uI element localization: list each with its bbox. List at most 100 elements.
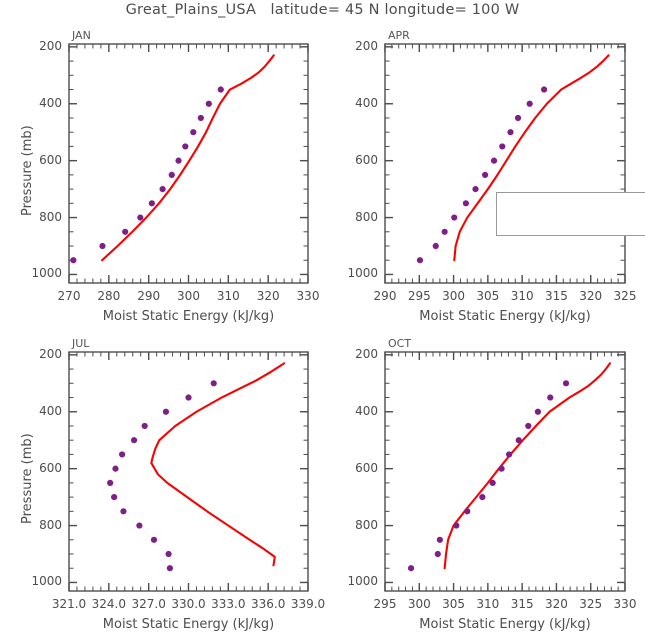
series-line-jul <box>150 362 286 567</box>
series-marker-jul <box>210 380 217 387</box>
x-tick-label: 315 <box>510 597 534 611</box>
x-tick-label: 320 <box>579 289 603 303</box>
series-marker-oct <box>534 408 542 415</box>
series-marker-jan <box>137 214 144 221</box>
series-marker-jan <box>205 100 212 107</box>
series-marker-apr <box>507 129 514 136</box>
x-tick-label: 327.0 <box>131 597 166 611</box>
series-marker-apr <box>499 143 506 150</box>
x-tick-label: 336.0 <box>250 597 286 611</box>
series-marker-apr <box>472 186 479 193</box>
x-tick-label: 295 <box>407 289 431 303</box>
series-marker-jul <box>111 494 118 501</box>
panel-title-apr: APR <box>388 29 410 42</box>
series-marker-apr <box>416 257 424 264</box>
series-line-jan <box>101 54 275 262</box>
x-tick-label: 305 <box>476 289 500 303</box>
series-marker-apr <box>482 171 489 178</box>
series-marker-oct <box>525 422 532 430</box>
series-marker-jan <box>99 242 106 250</box>
x-axis-title: Moist Static Energy (kJ/kg) <box>419 617 591 632</box>
y-tick-label: 400 <box>355 403 378 418</box>
x-tick-label: 339.0 <box>290 597 326 611</box>
y-tick-label: 400 <box>39 403 62 418</box>
x-axis-title: Moist Static Energy (kJ/kg) <box>102 309 275 324</box>
x-tick-label: 300 <box>177 289 200 303</box>
series-marker-apr <box>462 200 470 207</box>
series-marker-oct <box>453 522 460 529</box>
series-marker-apr <box>514 114 522 122</box>
y-tick-label: 600 <box>355 152 378 167</box>
panel-title-oct: OCT <box>388 337 412 350</box>
x-tick-label: 330 <box>296 289 320 303</box>
x-tick-label: 325 <box>579 597 603 611</box>
x-tick-label: 330.0 <box>171 597 206 611</box>
panel-title-jan: JAN <box>72 29 91 42</box>
series-marker-apr <box>540 86 548 93</box>
x-axis-title: Moist Static Energy (kJ/kg) <box>102 617 275 632</box>
x-tick-label: 305 <box>442 597 466 611</box>
series-marker-apr <box>451 214 458 221</box>
series-marker-jan <box>182 143 189 150</box>
series-marker-jan <box>148 200 155 207</box>
series-marker-jul <box>112 465 119 472</box>
series-marker-oct <box>464 508 471 515</box>
series-marker-jul <box>150 536 158 543</box>
y-tick-label: 400 <box>355 95 378 110</box>
series-marker-oct <box>547 394 554 401</box>
series-marker-oct <box>506 451 513 458</box>
series-marker-jan <box>197 114 204 122</box>
y-tick-label: 600 <box>39 460 62 475</box>
series-marker-jul <box>107 479 114 486</box>
y-tick-label: 600 <box>39 152 62 167</box>
x-axis-title: Moist Static Energy (kJ/kg) <box>419 309 591 324</box>
series-marker-jul <box>141 422 148 430</box>
series-marker-jan <box>190 129 197 136</box>
y-tick-label: 600 <box>355 460 378 475</box>
series-marker-oct <box>562 380 570 387</box>
y-tick-label: 200 <box>39 38 62 53</box>
series-line-oct <box>443 362 611 570</box>
series-marker-jul <box>120 508 127 515</box>
x-tick-label: 280 <box>97 289 121 303</box>
y-tick-label: 200 <box>355 38 378 53</box>
x-tick-label: 300 <box>442 289 466 303</box>
x-tick-label: 320 <box>256 289 280 303</box>
series-marker-jan <box>159 186 166 193</box>
x-tick-label: 310 <box>216 289 240 303</box>
series-marker-apr <box>432 242 439 250</box>
figure-title: Great_Plains_USA latitude= 45 N longitud… <box>125 2 520 18</box>
x-tick-label: 325 <box>613 289 637 303</box>
series-marker-oct <box>407 565 415 572</box>
series-marker-oct <box>498 465 505 472</box>
series-marker-jul <box>185 394 192 401</box>
x-tick-label: 270 <box>57 289 81 303</box>
y-tick-label: 200 <box>355 346 378 361</box>
series-marker-apr <box>526 100 533 107</box>
panel-title-jul: JUL <box>72 337 90 350</box>
y-tick-label: 800 <box>355 517 378 532</box>
y-tick-label: 1000 <box>31 266 62 281</box>
series-marker-jul <box>162 408 170 415</box>
series-marker-jul <box>119 451 126 458</box>
y-tick-label: 800 <box>39 209 62 224</box>
x-tick-label: 310 <box>476 597 500 611</box>
series-marker-jan <box>217 86 224 93</box>
series-marker-oct <box>489 479 496 486</box>
series-marker-oct <box>436 536 443 543</box>
y-tick-label: 400 <box>39 95 62 110</box>
x-tick-label: 320 <box>544 597 568 611</box>
series-marker-oct <box>515 437 522 444</box>
legend: N218AERCN_f09 raobs <box>496 192 645 236</box>
x-tick-label: 324.0 <box>91 597 126 611</box>
x-tick-label: 310 <box>510 289 534 303</box>
series-marker-jul <box>130 437 138 444</box>
